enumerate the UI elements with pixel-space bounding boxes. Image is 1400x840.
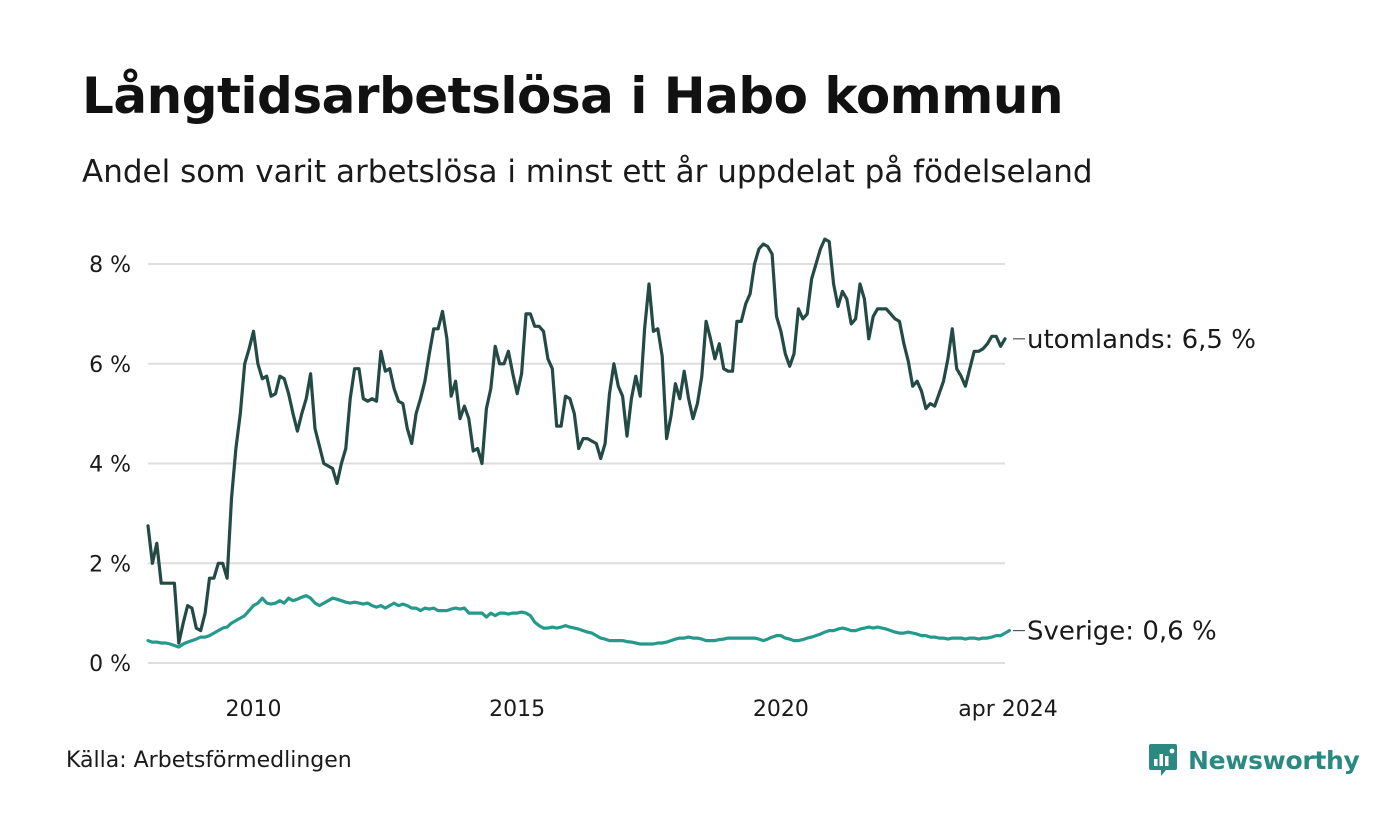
series-end-label-utomlands: utomlands: 6,5 % bbox=[1027, 325, 1256, 355]
y-tick-label-2: 2 % bbox=[89, 552, 131, 577]
series-line-utomlands bbox=[146, 237, 1007, 645]
newsworthy-logo-icon bbox=[1149, 744, 1177, 776]
y-axis-ticks: 0 % 2 % 4 % 6 % 8 % bbox=[89, 253, 131, 677]
chart-title: Långtidsarbetslösa i Habo kommun bbox=[82, 67, 1064, 125]
x-tick-label-2020: 2020 bbox=[753, 697, 809, 722]
series-end-label-sverige: Sverige: 0,6 % bbox=[1027, 617, 1217, 647]
x-tick-label-2010: 2010 bbox=[225, 697, 281, 722]
chart-subtitle: Andel som varit arbetslösa i minst ett å… bbox=[82, 154, 1093, 190]
x-axis-ticks: 2010 2015 2020 apr 2024 bbox=[225, 697, 1057, 722]
series-lines bbox=[146, 237, 1012, 649]
series-end-labels: utomlands: 6,5 % Sverige: 0,6 % bbox=[1013, 325, 1256, 647]
y-tick-label-0: 0 % bbox=[89, 652, 131, 677]
y-tick-label-6: 6 % bbox=[89, 353, 131, 378]
source-note: Källa: Arbetsförmedlingen bbox=[66, 748, 352, 773]
x-tick-label-2015: 2015 bbox=[489, 697, 545, 722]
y-tick-label-8: 8 % bbox=[89, 253, 131, 278]
brand-logo[interactable]: Newsworthy bbox=[1148, 742, 1360, 778]
grid-lines bbox=[148, 263, 1005, 664]
series-line-sverige bbox=[146, 594, 1012, 649]
y-tick-label-4: 4 % bbox=[89, 453, 131, 478]
brand-name: Newsworthy bbox=[1188, 745, 1360, 775]
x-tick-label-apr-2024: apr 2024 bbox=[958, 697, 1057, 722]
